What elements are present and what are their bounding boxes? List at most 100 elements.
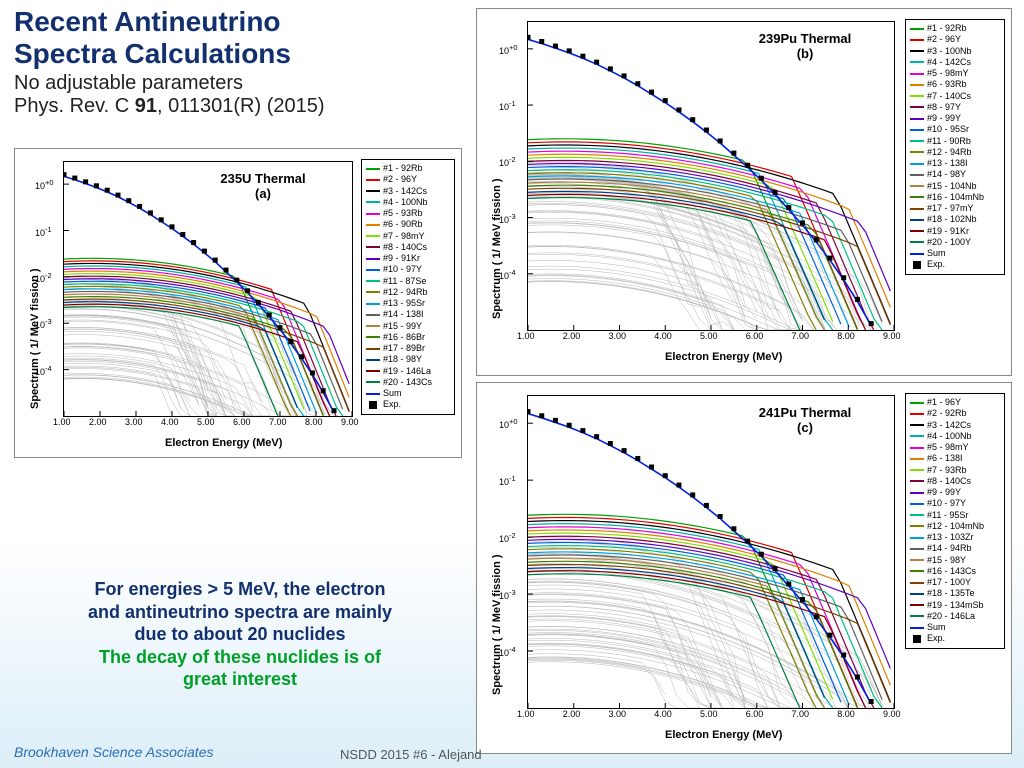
plot-area-c xyxy=(527,395,895,709)
xtick: 3.00 xyxy=(125,417,143,427)
chart-panel-c: (c) xyxy=(797,420,813,435)
legend-item: #10 - 95Sr xyxy=(910,124,1000,135)
subtitle-2: Phys. Rev. C 91, 011301(R) (2015) xyxy=(14,95,454,118)
legend-item: #12 - 94Rb xyxy=(910,147,1000,158)
chart-panel-b: (b) xyxy=(797,46,814,61)
legend-item: #4 - 142Cs xyxy=(910,57,1000,68)
chart-title-a-text: 235U Thermal xyxy=(220,171,305,186)
legend-item: #15 - 99Y xyxy=(366,321,450,332)
chart-title-a: 235U Thermal (a) xyxy=(183,171,343,201)
ytick: 10-4 xyxy=(499,268,516,281)
note-l4: The decay of these nuclides is of xyxy=(40,646,440,669)
footer-citation: NSDD 2015 #6 - Alejand xyxy=(340,747,482,762)
legend-item: #6 - 90Rb xyxy=(366,219,450,230)
citation-vol: 91 xyxy=(135,95,157,117)
xtick: 1.00 xyxy=(517,331,535,341)
xtick: 6.00 xyxy=(746,331,764,341)
legend-item: #20 - 143Cs xyxy=(366,377,450,388)
xtick: 1.00 xyxy=(517,709,535,719)
legend-item: #8 - 140Cs xyxy=(366,242,450,253)
xlabel-a: Electron Energy (MeV) xyxy=(165,437,282,449)
legend-item: #13 - 103Zr xyxy=(910,532,1000,543)
chart-235u: Spectrum ( 1/ MeV fission ) 235U Thermal… xyxy=(14,148,462,458)
legend-item: #19 - 134mSb xyxy=(910,600,1000,611)
xtick: 2.00 xyxy=(89,417,107,427)
ylabel-b: Spectrum ( 1/ MeV fission ) xyxy=(491,178,503,319)
legend-item-exp: Exp. xyxy=(366,399,450,410)
xtick: 4.00 xyxy=(654,709,672,719)
xtick: 3.00 xyxy=(609,331,627,341)
legend-item: #5 - 98mY xyxy=(910,68,1000,79)
plot-area-b xyxy=(527,21,895,331)
xtick: 9.00 xyxy=(883,709,901,719)
legend-item-sum: Sum xyxy=(366,388,450,399)
legend-item: #20 - 100Y xyxy=(910,237,1000,248)
chart-title-c: 241Pu Thermal (c) xyxy=(725,405,885,435)
legend-b: #1 - 92Rb#2 - 96Y#3 - 100Nb#4 - 142Cs#5 … xyxy=(905,19,1005,275)
ytick: 10-2 xyxy=(499,531,516,544)
note-l2: and antineutrino spectra are mainly xyxy=(40,601,440,624)
legend-item: #11 - 95Sr xyxy=(910,510,1000,521)
chart-title-b: 239Pu Thermal (b) xyxy=(725,31,885,61)
legend-item: #18 - 102Nb xyxy=(910,214,1000,225)
xtick: 6.00 xyxy=(746,709,764,719)
legend-item: #10 - 97Y xyxy=(366,264,450,275)
note-l5: great interest xyxy=(40,668,440,691)
legend-item: #3 - 142Cs xyxy=(910,420,1000,431)
legend-item: #10 - 97Y xyxy=(910,498,1000,509)
legend-item-sum: Sum xyxy=(910,622,1000,633)
legend-item-sum: Sum xyxy=(910,248,1000,259)
legend-item-exp: Exp. xyxy=(910,259,1000,270)
legend-item: #13 - 95Sr xyxy=(366,298,450,309)
xtick: 7.00 xyxy=(269,417,287,427)
legend-item: #1 - 96Y xyxy=(910,397,1000,408)
chart-title-c-text: 241Pu Thermal xyxy=(759,405,852,420)
ytick: 10-1 xyxy=(499,474,516,487)
ytick: 10-3 xyxy=(35,317,52,330)
legend-item: #3 - 142Cs xyxy=(366,186,450,197)
chart-239pu: Spectrum ( 1/ MeV fission ) 239Pu Therma… xyxy=(476,8,1012,376)
xtick: 8.00 xyxy=(837,709,855,719)
chart-title-b-text: 239Pu Thermal xyxy=(759,31,852,46)
legend-item: #8 - 97Y xyxy=(910,102,1000,113)
legend-item: #19 - 91Kr xyxy=(910,226,1000,237)
xtick: 4.00 xyxy=(654,331,672,341)
xtick: 8.00 xyxy=(305,417,323,427)
xtick: 5.00 xyxy=(197,417,215,427)
chart-panel-a: (a) xyxy=(255,186,271,201)
title-line1: Recent Antineutrino xyxy=(14,6,281,37)
legend-item: #2 - 96Y xyxy=(366,174,450,185)
xtick: 8.00 xyxy=(837,331,855,341)
legend-item: #12 - 94Rb xyxy=(366,287,450,298)
legend-item: #18 - 135Te xyxy=(910,588,1000,599)
legend-item: #15 - 104Nb xyxy=(910,181,1000,192)
legend-item: #1 - 92Rb xyxy=(366,163,450,174)
legend-item: #14 - 98Y xyxy=(910,169,1000,180)
xlabel-c: Electron Energy (MeV) xyxy=(665,729,782,741)
legend-item: #3 - 100Nb xyxy=(910,46,1000,57)
legend-item: #16 - 86Br xyxy=(366,332,450,343)
slide-header: Recent Antineutrino Spectra Calculations… xyxy=(14,6,454,118)
slide-note: For energies > 5 MeV, the electron and a… xyxy=(40,578,440,691)
legend-item: #2 - 96Y xyxy=(910,34,1000,45)
legend-a: #1 - 92Rb#2 - 96Y#3 - 142Cs#4 - 100Nb#5 … xyxy=(361,159,455,415)
legend-item: #19 - 146La xyxy=(366,366,450,377)
ytick: 10-3 xyxy=(499,588,516,601)
legend-item: #7 - 140Cs xyxy=(910,91,1000,102)
legend-item: #15 - 98Y xyxy=(910,555,1000,566)
citation-pre: Phys. Rev. C xyxy=(14,95,135,117)
ytick: 10-2 xyxy=(499,155,516,168)
legend-item: #17 - 89Br xyxy=(366,343,450,354)
ylabel-a: Spectrum ( 1/ MeV fission ) xyxy=(29,268,41,409)
legend-item: #6 - 138I xyxy=(910,453,1000,464)
legend-item: #1 - 92Rb xyxy=(910,23,1000,34)
legend-item: #9 - 91Kr xyxy=(366,253,450,264)
ytick: 10-1 xyxy=(499,99,516,112)
legend-item: #11 - 90Rb xyxy=(910,136,1000,147)
ytick: 10+0 xyxy=(499,417,518,430)
legend-item: #2 - 92Rb xyxy=(910,408,1000,419)
legend-item: #4 - 100Nb xyxy=(910,431,1000,442)
legend-item: #14 - 138I xyxy=(366,309,450,320)
xtick: 9.00 xyxy=(341,417,359,427)
legend-item: #7 - 93Rb xyxy=(910,465,1000,476)
